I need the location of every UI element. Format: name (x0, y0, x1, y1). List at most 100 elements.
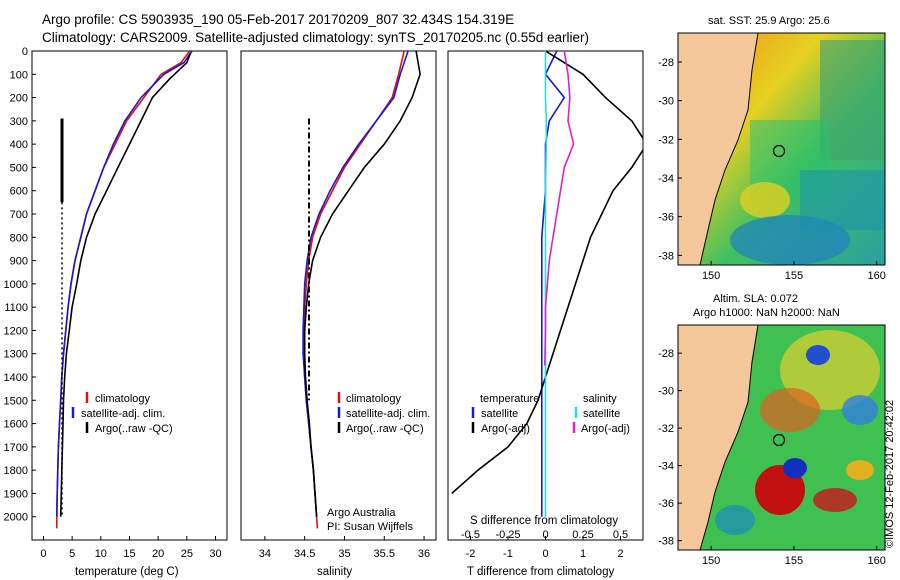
y-tick-label: 600 (10, 186, 28, 198)
legend-d-temperature: temperature (480, 393, 539, 405)
y-tick-label: 0 (22, 46, 28, 58)
series-line (544, 51, 548, 517)
x-tick-label: 1 (580, 548, 586, 560)
y-tick-label: 300 (10, 116, 28, 128)
sla-map-ticks: 150 155 160 -28 -30 -32 -34 -36 -38 (658, 348, 886, 567)
map-y-tick: -36 (658, 212, 674, 224)
sst-map-frame (677, 32, 886, 266)
x-tick-label: 0 (542, 548, 548, 560)
annotation-line-1: Argo Australia (327, 507, 396, 519)
y-tick-label: 900 (10, 256, 28, 268)
legend-s-satellite: satellite-adj. clim. (346, 408, 430, 420)
map-y-tick: -28 (658, 348, 674, 360)
x-tick-label: 34.5 (294, 548, 315, 560)
series-line (55, 51, 193, 517)
map-y-tick: -38 (658, 536, 674, 548)
y-tick-label: 500 (10, 162, 28, 174)
temperature-xlabel: temperature (deg C) (75, 566, 179, 578)
x-tick-label: 35 (338, 548, 350, 560)
map-y-tick: -38 (658, 250, 674, 262)
y-tick-label: 700 (10, 209, 28, 221)
legend-d-s-argo: Argo(-adj) (581, 423, 630, 435)
temperature-axes (31, 50, 228, 541)
legend-d-s-satellite: satellite (583, 408, 620, 420)
y-tick-label: 100 (10, 69, 28, 81)
map-y-tick: -30 (658, 386, 674, 398)
x-tick-label: 0 (40, 548, 46, 560)
sla-title-2: Argo h1000: NaN h2000: NaN (693, 307, 840, 319)
salinity-series (302, 51, 421, 529)
y-tick-label: 1800 (4, 465, 28, 477)
imos-stamp: ©IMOS 12-Feb-2017 20:42:02 (884, 400, 896, 548)
salinity-axes (240, 50, 437, 541)
legend-argo: Argo(..raw -QC) (95, 423, 173, 435)
series-line (303, 51, 421, 517)
salinity-x-ticks: 34 34.5 35 35.5 36 (259, 536, 430, 560)
map-x-tick: 155 (785, 555, 803, 567)
series-line (541, 51, 566, 517)
y-tick-label: 1500 (4, 395, 28, 407)
map-y-tick: -36 (658, 498, 674, 510)
sst-map-image (678, 33, 885, 265)
legend-d-salinity: salinity (583, 393, 617, 405)
x-tick-label: 2 (617, 548, 623, 560)
y-tick-label: 1100 (4, 302, 28, 314)
difference-xlabel: T difference from climatology (467, 566, 614, 578)
sst-argo-marker (772, 144, 786, 158)
difference-series (451, 51, 643, 517)
sla-map-frame (677, 324, 886, 551)
x2-tick-label: -0.5 (461, 529, 480, 541)
series-line (451, 51, 643, 494)
x-tick-label: 15 (123, 548, 135, 560)
temperature-x-ticks: 0 5 10 15 20 25 30 (40, 536, 222, 560)
legend-satellite: satellite-adj. clim. (81, 408, 165, 420)
y-tick-label: 1400 (4, 372, 28, 384)
map-x-tick: 160 (868, 555, 886, 567)
x-tick-label: 25 (181, 548, 193, 560)
y-tick-label: 400 (10, 139, 28, 151)
map-x-tick: 150 (702, 270, 720, 282)
y-tick-label: 1000 (4, 279, 28, 291)
x2-tick-label: -0.25 (495, 529, 520, 541)
map-x-tick: 160 (868, 270, 886, 282)
x-tick-label: -1 (503, 548, 513, 560)
difference-xlabel2: S difference from climatology (470, 515, 618, 527)
salinity-xlabel: salinity (317, 566, 352, 578)
x-tick-label: 34 (259, 548, 271, 560)
salinity-legend: climatology satellite-adj. clim. Argo(..… (337, 392, 430, 435)
header-line-2: Climatology: CARS2009. Satellite-adjuste… (42, 30, 589, 45)
sst-title: sat. SST: 25.9 Argo: 25.6 (708, 15, 830, 27)
sst-map-ticks: 150 155 160 -28 -30 -32 -34 -36 -38 (658, 57, 886, 282)
y-tick-label: 2000 (4, 512, 28, 524)
series-line (59, 53, 192, 517)
x-tick-label: 5 (69, 548, 75, 560)
map-y-tick: -30 (658, 96, 674, 108)
y-tick-label: 1200 (4, 325, 28, 337)
legend-s-argo: Argo(..raw -QC) (346, 423, 424, 435)
difference-x-ticks: -2 -1 0 1 2 -0.5 -0.25 0 0.25 0.5 (461, 529, 628, 560)
annotation-line-2: PI: Susan Wijffels (327, 521, 413, 533)
x2-tick-label: 0.5 (613, 529, 628, 541)
x-tick-label: 35.5 (374, 548, 395, 560)
sla-title-1: Altim. SLA: 0.072 (713, 293, 798, 305)
map-y-tick: -32 (658, 134, 674, 146)
y-tick-label: 200 (10, 93, 28, 105)
legend-s-climatology: climatology (346, 393, 402, 405)
temperature-series (55, 51, 193, 529)
map-x-tick: 150 (702, 555, 720, 567)
y-tick-label: 1600 (4, 419, 28, 431)
x-tick-label: 10 (95, 548, 107, 560)
legend-d-t-satellite: satellite (481, 408, 518, 420)
y-tick-label: 800 (10, 232, 28, 244)
y-tick-label: 1300 (4, 349, 28, 361)
header-line-1: Argo profile: CS 5903935_190 05-Feb-2017… (42, 12, 514, 27)
y-tick-label: 1900 (4, 488, 28, 500)
x-tick-label: 36 (418, 548, 430, 560)
map-y-tick: -34 (658, 461, 674, 473)
y-tick-label: 1700 (4, 442, 28, 454)
x2-tick-label: 0.25 (572, 529, 593, 541)
sla-argo-marker (772, 433, 786, 447)
map-y-tick: -28 (658, 57, 674, 69)
sla-map-image (678, 325, 885, 550)
